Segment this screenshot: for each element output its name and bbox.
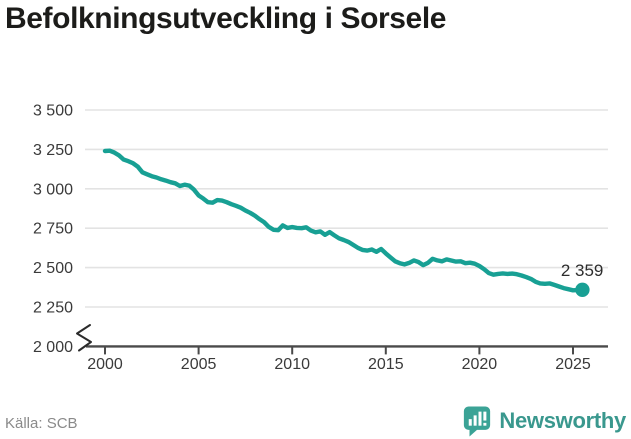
x-tick-label: 2020 [462,356,498,373]
bar-medium [474,415,478,426]
end-point-dot [575,282,590,297]
x-tick-label: 2005 [181,356,217,373]
chart-title: Befolkningsutveckling i Sorsele [5,2,447,35]
axis-break-icon [76,324,92,352]
y-tick-label: 2 000 [33,339,73,356]
x-tick-label: 2025 [555,356,591,373]
newsworthy-logo[interactable]: Newsworthy [462,405,626,437]
x-tick-label: 2010 [274,356,310,373]
end-value-label: 2 359 [561,261,604,280]
line-series [102,148,585,293]
newsworthy-wordmark: Newsworthy [499,408,626,433]
x-tick-label: 2000 [87,356,123,373]
bar-small [469,419,473,426]
bar-large [478,411,482,426]
exclamation-dot [483,422,487,426]
y-tick-label: 3 250 [33,142,73,159]
y-tick-label: 2 500 [33,260,73,277]
newsworthy-marker-icon [464,406,491,437]
source-credit: Källa: SCB [5,415,78,432]
x-tick-label: 2015 [368,356,404,373]
y-tick-label: 2 250 [33,300,73,317]
y-tick-label: 3 000 [33,181,73,198]
y-tick-label: 2 750 [33,221,73,238]
exclamation-bar [483,411,487,421]
y-tick-label: 3 500 [33,103,73,120]
